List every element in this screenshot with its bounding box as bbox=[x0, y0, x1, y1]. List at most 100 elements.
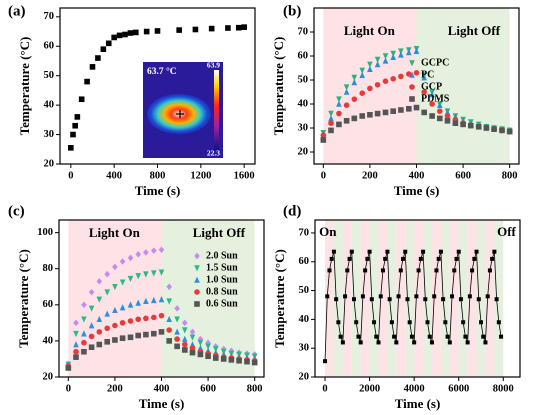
inset-label: 63.7 °C bbox=[147, 66, 177, 77]
marker bbox=[499, 334, 504, 339]
shaded-region bbox=[333, 220, 343, 377]
y-tick-label: 70 bbox=[299, 227, 310, 238]
marker bbox=[460, 121, 466, 128]
marker bbox=[81, 348, 87, 355]
legend-label: PC bbox=[421, 69, 434, 80]
marker bbox=[151, 314, 157, 321]
marker bbox=[456, 249, 461, 254]
y-tick-label: 80 bbox=[43, 263, 54, 274]
marker bbox=[336, 100, 342, 107]
marker bbox=[220, 356, 227, 362]
marker bbox=[74, 114, 81, 120]
marker bbox=[363, 268, 368, 273]
marker bbox=[73, 354, 79, 360]
marker bbox=[467, 122, 474, 129]
marker bbox=[398, 268, 403, 273]
marker bbox=[158, 312, 165, 319]
marker bbox=[176, 27, 182, 33]
marker bbox=[328, 127, 334, 134]
marker bbox=[328, 110, 334, 117]
y-tick-label: 100 bbox=[37, 227, 53, 238]
marker bbox=[127, 30, 134, 36]
legend-marker bbox=[194, 252, 200, 260]
marker bbox=[436, 256, 441, 261]
marker bbox=[104, 289, 111, 296]
y-tick-label: 60 bbox=[298, 50, 309, 61]
marker bbox=[443, 320, 448, 325]
marker bbox=[174, 316, 180, 323]
marker bbox=[376, 340, 381, 345]
panel-label: (b) bbox=[283, 3, 301, 19]
marker bbox=[351, 74, 358, 81]
marker bbox=[374, 82, 381, 88]
marker bbox=[181, 347, 188, 353]
legend-label: PDMS bbox=[421, 93, 450, 104]
marker bbox=[356, 334, 361, 339]
marker bbox=[127, 318, 134, 324]
y-tick-label: 20 bbox=[43, 371, 54, 382]
marker bbox=[492, 249, 497, 254]
marker bbox=[429, 101, 435, 107]
marker bbox=[325, 294, 330, 299]
marker bbox=[135, 250, 142, 258]
marker bbox=[461, 320, 466, 325]
shaded-region bbox=[449, 220, 459, 377]
marker bbox=[228, 357, 235, 363]
marker bbox=[192, 26, 199, 33]
marker bbox=[225, 25, 231, 31]
marker bbox=[465, 340, 470, 345]
y-tick-label: 30 bbox=[299, 343, 310, 354]
shaded-region bbox=[494, 220, 504, 377]
marker bbox=[359, 113, 366, 119]
marker bbox=[467, 294, 472, 299]
marker bbox=[135, 332, 142, 339]
marker bbox=[151, 270, 157, 277]
marker bbox=[143, 331, 149, 338]
marker bbox=[197, 351, 204, 358]
marker bbox=[328, 120, 334, 126]
marker bbox=[135, 299, 142, 306]
shaded-region bbox=[369, 220, 379, 377]
y-tick-label: 30 bbox=[298, 122, 309, 133]
marker bbox=[416, 268, 421, 273]
marker bbox=[483, 125, 490, 131]
marker bbox=[367, 249, 372, 254]
marker bbox=[452, 268, 457, 273]
marker bbox=[127, 254, 134, 262]
marker bbox=[423, 297, 428, 302]
marker bbox=[458, 297, 463, 302]
shaded-region bbox=[431, 220, 441, 377]
series-line bbox=[324, 251, 502, 362]
marker bbox=[406, 49, 412, 56]
marker bbox=[406, 71, 412, 77]
marker bbox=[382, 109, 389, 116]
shaded-region bbox=[387, 220, 397, 377]
x-tick-label: 1200 bbox=[190, 170, 211, 181]
x-tick-label: 600 bbox=[455, 170, 471, 181]
marker bbox=[89, 64, 96, 70]
marker bbox=[323, 359, 328, 364]
marker bbox=[88, 333, 95, 340]
x-tick-label: 200 bbox=[362, 170, 378, 181]
x-tick-label: 2000 bbox=[359, 383, 380, 394]
marker bbox=[490, 256, 495, 261]
marker bbox=[421, 89, 427, 95]
panel-label: (a) bbox=[8, 3, 26, 19]
marker bbox=[452, 120, 459, 126]
plot-frame bbox=[314, 219, 521, 378]
x-axis-label: Time (s) bbox=[394, 183, 440, 198]
marker bbox=[432, 294, 437, 299]
marker bbox=[112, 306, 118, 314]
marker bbox=[166, 298, 172, 305]
y-axis-label: Temperature (°C) bbox=[17, 37, 32, 136]
y-tick-label: 70 bbox=[298, 26, 309, 37]
legend-marker bbox=[194, 265, 200, 272]
marker bbox=[143, 297, 149, 305]
marker bbox=[429, 91, 435, 98]
marker bbox=[394, 340, 399, 345]
marker bbox=[336, 320, 341, 325]
legend-label: 0.8 Sun bbox=[206, 286, 238, 297]
marker bbox=[367, 65, 373, 72]
marker bbox=[174, 305, 180, 312]
